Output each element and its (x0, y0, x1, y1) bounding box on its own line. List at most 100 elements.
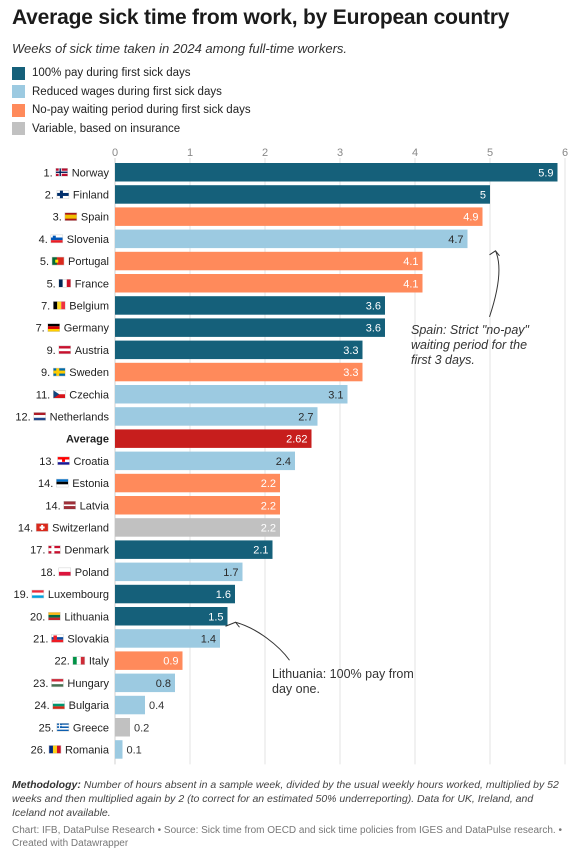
bar (115, 718, 130, 737)
croatia-flag-icon (57, 456, 70, 466)
greece-flag-icon (56, 723, 70, 732)
rank-label: 25. (39, 722, 54, 734)
data-label: 1.4 (201, 633, 216, 645)
category-label: Slovenia (67, 234, 110, 246)
category-label: Lithuania (64, 611, 110, 623)
rank-label: 1. (44, 167, 53, 179)
data-label: 4.7 (448, 234, 463, 246)
bar (115, 340, 363, 360)
legend-item-no-pay: No-pay waiting period during first sick … (12, 101, 251, 120)
hungary-flag-icon (51, 678, 64, 688)
x-tick-label: 6 (562, 147, 568, 159)
data-label: 2.2 (261, 522, 276, 534)
category-label: Denmark (64, 545, 109, 557)
slovakia-flag-icon (51, 634, 64, 643)
bar (115, 496, 280, 515)
rank-label: 9. (47, 345, 56, 357)
category-label: Switzerland (52, 522, 109, 534)
category-label: Finland (73, 189, 109, 201)
bar (115, 251, 423, 271)
data-label: 1.7 (223, 567, 238, 579)
data-label: 0.8 (156, 678, 171, 690)
data-label: 5.9 (538, 167, 553, 179)
data-label: 3.6 (366, 300, 381, 312)
rank-label: 23. (33, 678, 48, 690)
rank-label: 20. (30, 611, 45, 623)
bar (115, 207, 483, 226)
bar (115, 740, 123, 759)
source-note: Chart: IFB, DataPulse Research • Source:… (12, 825, 562, 849)
france-flag-icon (58, 279, 71, 288)
germany-flag-icon (47, 323, 60, 332)
legend-label: Variable, based on insurance (32, 122, 181, 135)
category-label: Spain (81, 212, 109, 224)
austria-flag-icon (58, 345, 71, 355)
legend-swatch (12, 85, 25, 99)
annotation-text: waiting period for the (411, 338, 527, 352)
category-label: Hungary (67, 678, 109, 690)
x-tick-label: 5 (487, 147, 493, 159)
annotation-arrowhead (225, 621, 240, 628)
category-label: Average (66, 434, 109, 446)
bar (115, 229, 468, 249)
data-label: 4.1 (403, 256, 418, 268)
x-tick-label: 1 (187, 147, 193, 159)
data-label: 2.7 (298, 411, 313, 423)
category-label: France (75, 278, 109, 290)
bar (115, 473, 280, 493)
bar (115, 629, 220, 648)
chart-subtitle: Weeks of sick time taken in 2024 among f… (12, 41, 348, 56)
legend: 100% pay during first sick days Reduced … (12, 64, 251, 138)
slovenia-flag-icon (50, 234, 64, 244)
denmark-flag-icon (48, 545, 61, 554)
category-label: Italy (89, 656, 110, 668)
rank-label: 21. (33, 633, 48, 645)
data-label: 3.6 (366, 323, 381, 335)
rank-label: 18. (40, 567, 55, 579)
bar (115, 407, 318, 426)
legend-label: 100% pay during first sick days (32, 67, 191, 80)
legend-swatch (12, 122, 25, 136)
luxembourg-flag-icon (31, 589, 45, 599)
category-label: Poland (75, 567, 109, 579)
poland-flag-icon (58, 567, 71, 577)
category-label: Croatia (74, 456, 110, 468)
data-label: 0.1 (127, 744, 142, 756)
category-label: Luxembourg (48, 589, 109, 601)
bar (115, 673, 175, 693)
data-label: 3.3 (343, 345, 358, 357)
bar (115, 429, 312, 448)
category-label: Estonia (72, 478, 110, 490)
bar (115, 562, 243, 582)
rank-label: 7. (41, 300, 50, 312)
category-label: Latvia (80, 500, 110, 512)
norway-flag-icon (55, 168, 68, 177)
rank-label: 4. (39, 234, 48, 246)
bar (115, 385, 348, 404)
category-label: Sweden (69, 367, 109, 379)
rank-label: 5. (47, 278, 56, 290)
data-label: 0.2 (134, 722, 149, 734)
category-label: Romania (65, 744, 110, 756)
x-tick-label: 3 (337, 147, 343, 159)
data-label: 4.1 (403, 278, 418, 290)
category-label: Austria (75, 345, 110, 357)
annotation-arrowhead (489, 250, 500, 257)
rank-label: 26. (31, 744, 46, 756)
bulgaria-flag-icon (52, 700, 65, 710)
category-label: Netherlands (50, 411, 110, 423)
bar (115, 185, 490, 204)
annotation-arrow (489, 250, 500, 318)
sweden-flag-icon (52, 367, 66, 377)
data-label: 2.4 (276, 456, 291, 468)
rank-label: 19. (14, 589, 29, 601)
methodology-label: Methodology: (12, 779, 81, 791)
legend-swatch (12, 66, 25, 80)
rank-label: 14. (38, 478, 53, 490)
bar-chart: 0 1 2 3 4 5 65.9Norway1.5Finland2.4.9Spain3.4.… (14, 147, 568, 765)
legend-item-variable: Variable, based on insurance (12, 120, 251, 139)
bar (115, 518, 280, 537)
data-label: 3.3 (343, 367, 358, 379)
legend-item-full-pay: 100% pay during first sick days (12, 64, 251, 83)
x-tick-label: 4 (412, 147, 418, 159)
